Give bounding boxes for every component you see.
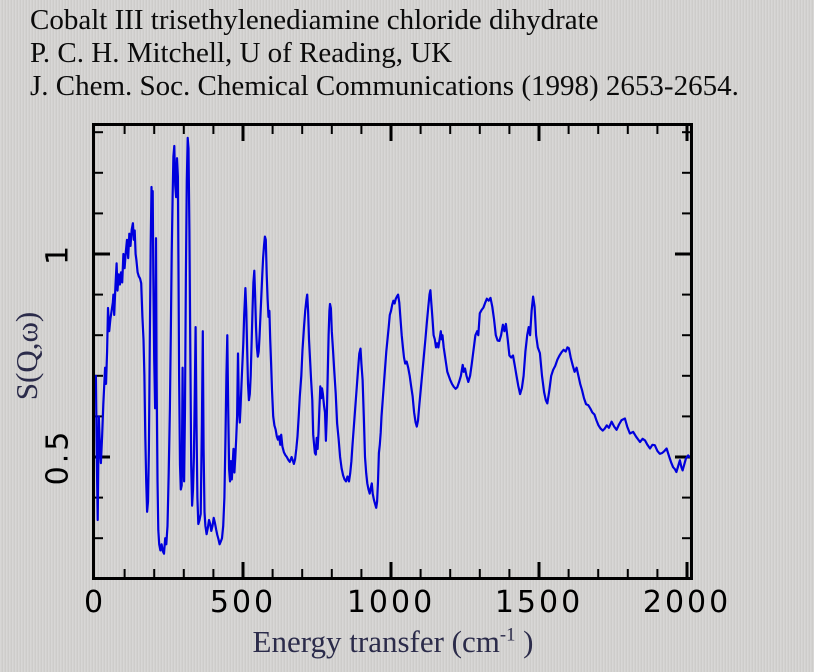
x-axis-title-close: )	[515, 624, 534, 659]
plot-frame	[92, 123, 693, 580]
x-tick-label-2000: 2000	[642, 585, 732, 620]
caption-line-author: P. C. H. Mitchell, U of Reading, UK	[30, 37, 453, 69]
x-axis-title-text: Energy transfer (cm	[252, 624, 500, 659]
x-axis-title: Energy transfer (cm-1 )	[253, 624, 534, 660]
caption-line-reference: J. Chem. Soc. Chemical Communications (1…	[30, 70, 739, 102]
x-tick-label-500: 500	[209, 585, 277, 620]
caption-line-compound: Cobalt III trisethylenediamine chloride …	[30, 4, 599, 36]
spectrum-curve	[95, 136, 690, 555]
y-axis-title: S(Q,ω)	[9, 311, 44, 401]
y-tick-label-1: 1	[40, 242, 76, 266]
x-tick-label-1500: 1500	[494, 585, 584, 620]
x-tick-label-1000: 1000	[346, 585, 436, 620]
figure-caption: Cobalt III trisethylenediamine chloride …	[30, 4, 739, 103]
spectrum-plot	[95, 126, 690, 577]
y-tick-label-0_5: 0.5	[40, 428, 76, 486]
x-axis-title-superscript: -1	[499, 624, 516, 646]
x-tick-label-0: 0	[83, 585, 107, 620]
